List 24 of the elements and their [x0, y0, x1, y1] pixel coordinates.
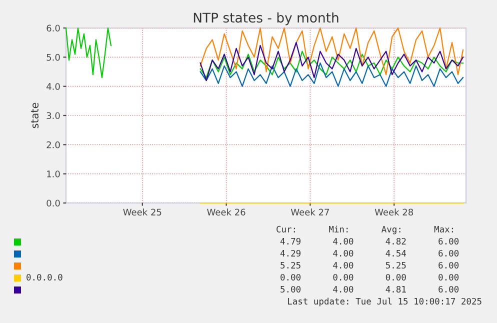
y-tick-label: 0.0 — [46, 200, 60, 207]
legend-label: 0.0.0.0 — [26, 274, 62, 281]
text: 4.79 4.00 4.82 6.00 — [280, 238, 459, 245]
text: 0.00 0.00 0.00 0.00 — [280, 274, 459, 281]
y-tick-label: 5.0 — [46, 54, 60, 61]
y-tick-label: 6.0 — [46, 24, 60, 32]
x-tick-label: Week 26 — [207, 208, 246, 216]
y-axis-title: state — [31, 102, 39, 128]
line-series — [200, 42, 464, 82]
text: Last update: Tue Jul 15 10:00:17 2025 — [288, 298, 482, 306]
y-tick-label: 2.0 — [46, 141, 60, 148]
text: 5.25 4.00 5.25 6.00 — [280, 262, 459, 269]
y-tick-label: 1.0 — [47, 170, 60, 178]
y-tick-label: 4.0 — [46, 83, 60, 90]
text: Cur: Min: Avg: Max: — [276, 226, 454, 234]
line-series — [200, 27, 464, 76]
text: 4.29 4.00 4.54 6.00 — [280, 250, 459, 257]
x-tick-label: Week 27 — [290, 208, 329, 216]
line-series — [200, 62, 464, 87]
text: 5.00 4.00 4.81 6.00 — [280, 286, 459, 293]
x-tick-label: Week 25 — [123, 208, 162, 216]
chart-title: NTP states - by month — [194, 12, 338, 26]
y-tick-label: 3.0 — [46, 112, 60, 120]
x-tick-label: Week 28 — [374, 208, 414, 216]
